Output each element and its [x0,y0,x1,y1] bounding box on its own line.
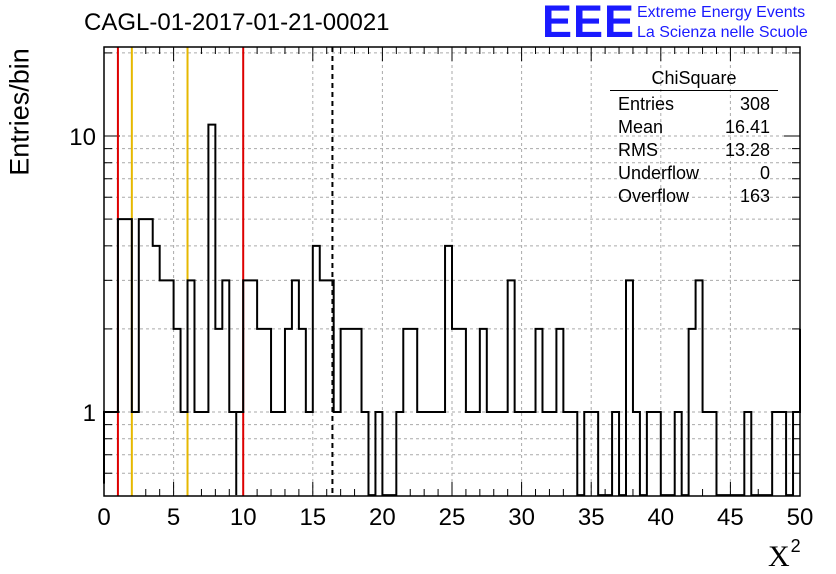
run-title: CAGL-01-2017-01-21-00021 [84,9,390,36]
stats-label: Entries [618,94,675,114]
x-tick-label: 40 [647,504,674,531]
x-tick-label: 15 [299,504,326,531]
logo-line-2: La Scienza nelle Scuole [637,24,808,41]
stats-value: 16.41 [724,117,770,137]
x-axis-label: X2 [768,536,801,574]
stats-value: 0 [759,163,770,183]
x-tick-label: 0 [97,504,110,531]
y-tick-label: 10 [69,124,96,151]
eee-logo: EEE [542,0,636,47]
plot-frame [103,46,801,497]
stats-label: Overflow [618,186,690,206]
stats-row-overflow: Overflow 163 [610,185,778,208]
x-tick-label: 20 [369,504,396,531]
x-tick-label: 30 [508,504,535,531]
stats-title: ChiSquare [610,66,778,91]
stats-row-underflow: Underflow 0 [610,162,778,185]
histogram-line [103,123,801,497]
x-tick-label: 45 [717,504,744,531]
x-tick-label: 25 [439,504,466,531]
stats-value: 13.28 [724,140,770,160]
x-tick-label: 5 [167,504,180,531]
x-axis-label-superscript: 2 [790,536,801,556]
x-tick-label: 50 [787,504,814,531]
stats-row-rms: RMS 13.28 [610,139,778,162]
x-tick-label: 10 [230,504,257,531]
statistics-box: ChiSquare Entries 308 Mean 16.41 RMS 13.28 … [610,66,778,208]
stats-row-mean: Mean 16.41 [610,116,778,139]
stats-label: RMS [618,140,658,160]
stats-label: Underflow [618,163,700,183]
x-axis-label-symbol: X [768,540,790,573]
x-tick-label: 35 [578,504,605,531]
stats-label: Mean [618,117,664,137]
y-tick-label: 1 [83,400,96,427]
stats-value: 308 [739,94,770,114]
logo-line-1: Extreme Energy Events [637,4,806,21]
stats-row-entries: Entries 308 [610,93,778,116]
stats-value: 163 [739,186,770,206]
